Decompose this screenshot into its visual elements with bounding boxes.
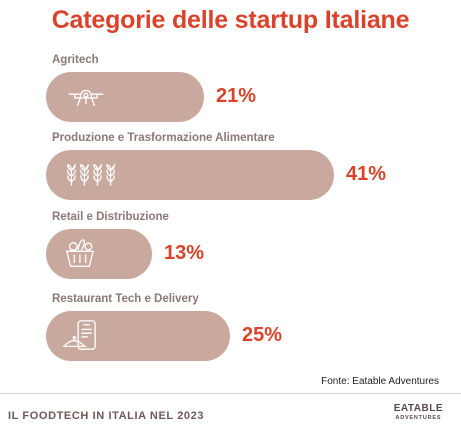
bar (46, 72, 204, 122)
chart-title: Categorie delle startup Italiane (51, 6, 410, 34)
basket-icon (66, 239, 94, 267)
phone-delivery-icon (63, 320, 96, 350)
bar (46, 311, 230, 361)
category-label: Produzione e Trasformazione Alimentare (52, 132, 275, 144)
bar (46, 229, 152, 279)
brand-logo: EATABLE ADVENTURES (394, 404, 443, 422)
value-label: 41% (346, 163, 387, 185)
footer-divider (0, 393, 461, 394)
category-label: Restaurant Tech e Delivery (52, 293, 199, 305)
source-note: Fonte: Eatable Adventures (321, 376, 439, 387)
value-label: 21% (216, 85, 257, 107)
category-label: Agritech (52, 54, 99, 66)
drone-icon (68, 89, 104, 107)
wheat-icon (67, 164, 115, 186)
footer-title: IL FOODTECH IN ITALIA NEL 2023 (8, 410, 205, 422)
value-label: 25% (242, 324, 283, 346)
bar (46, 150, 334, 200)
brand-subname: ADVENTURES (395, 415, 442, 421)
value-label: 13% (164, 242, 205, 264)
brand-name: EATABLE (393, 403, 443, 414)
category-label: Retail e Distribuzione (52, 211, 169, 223)
